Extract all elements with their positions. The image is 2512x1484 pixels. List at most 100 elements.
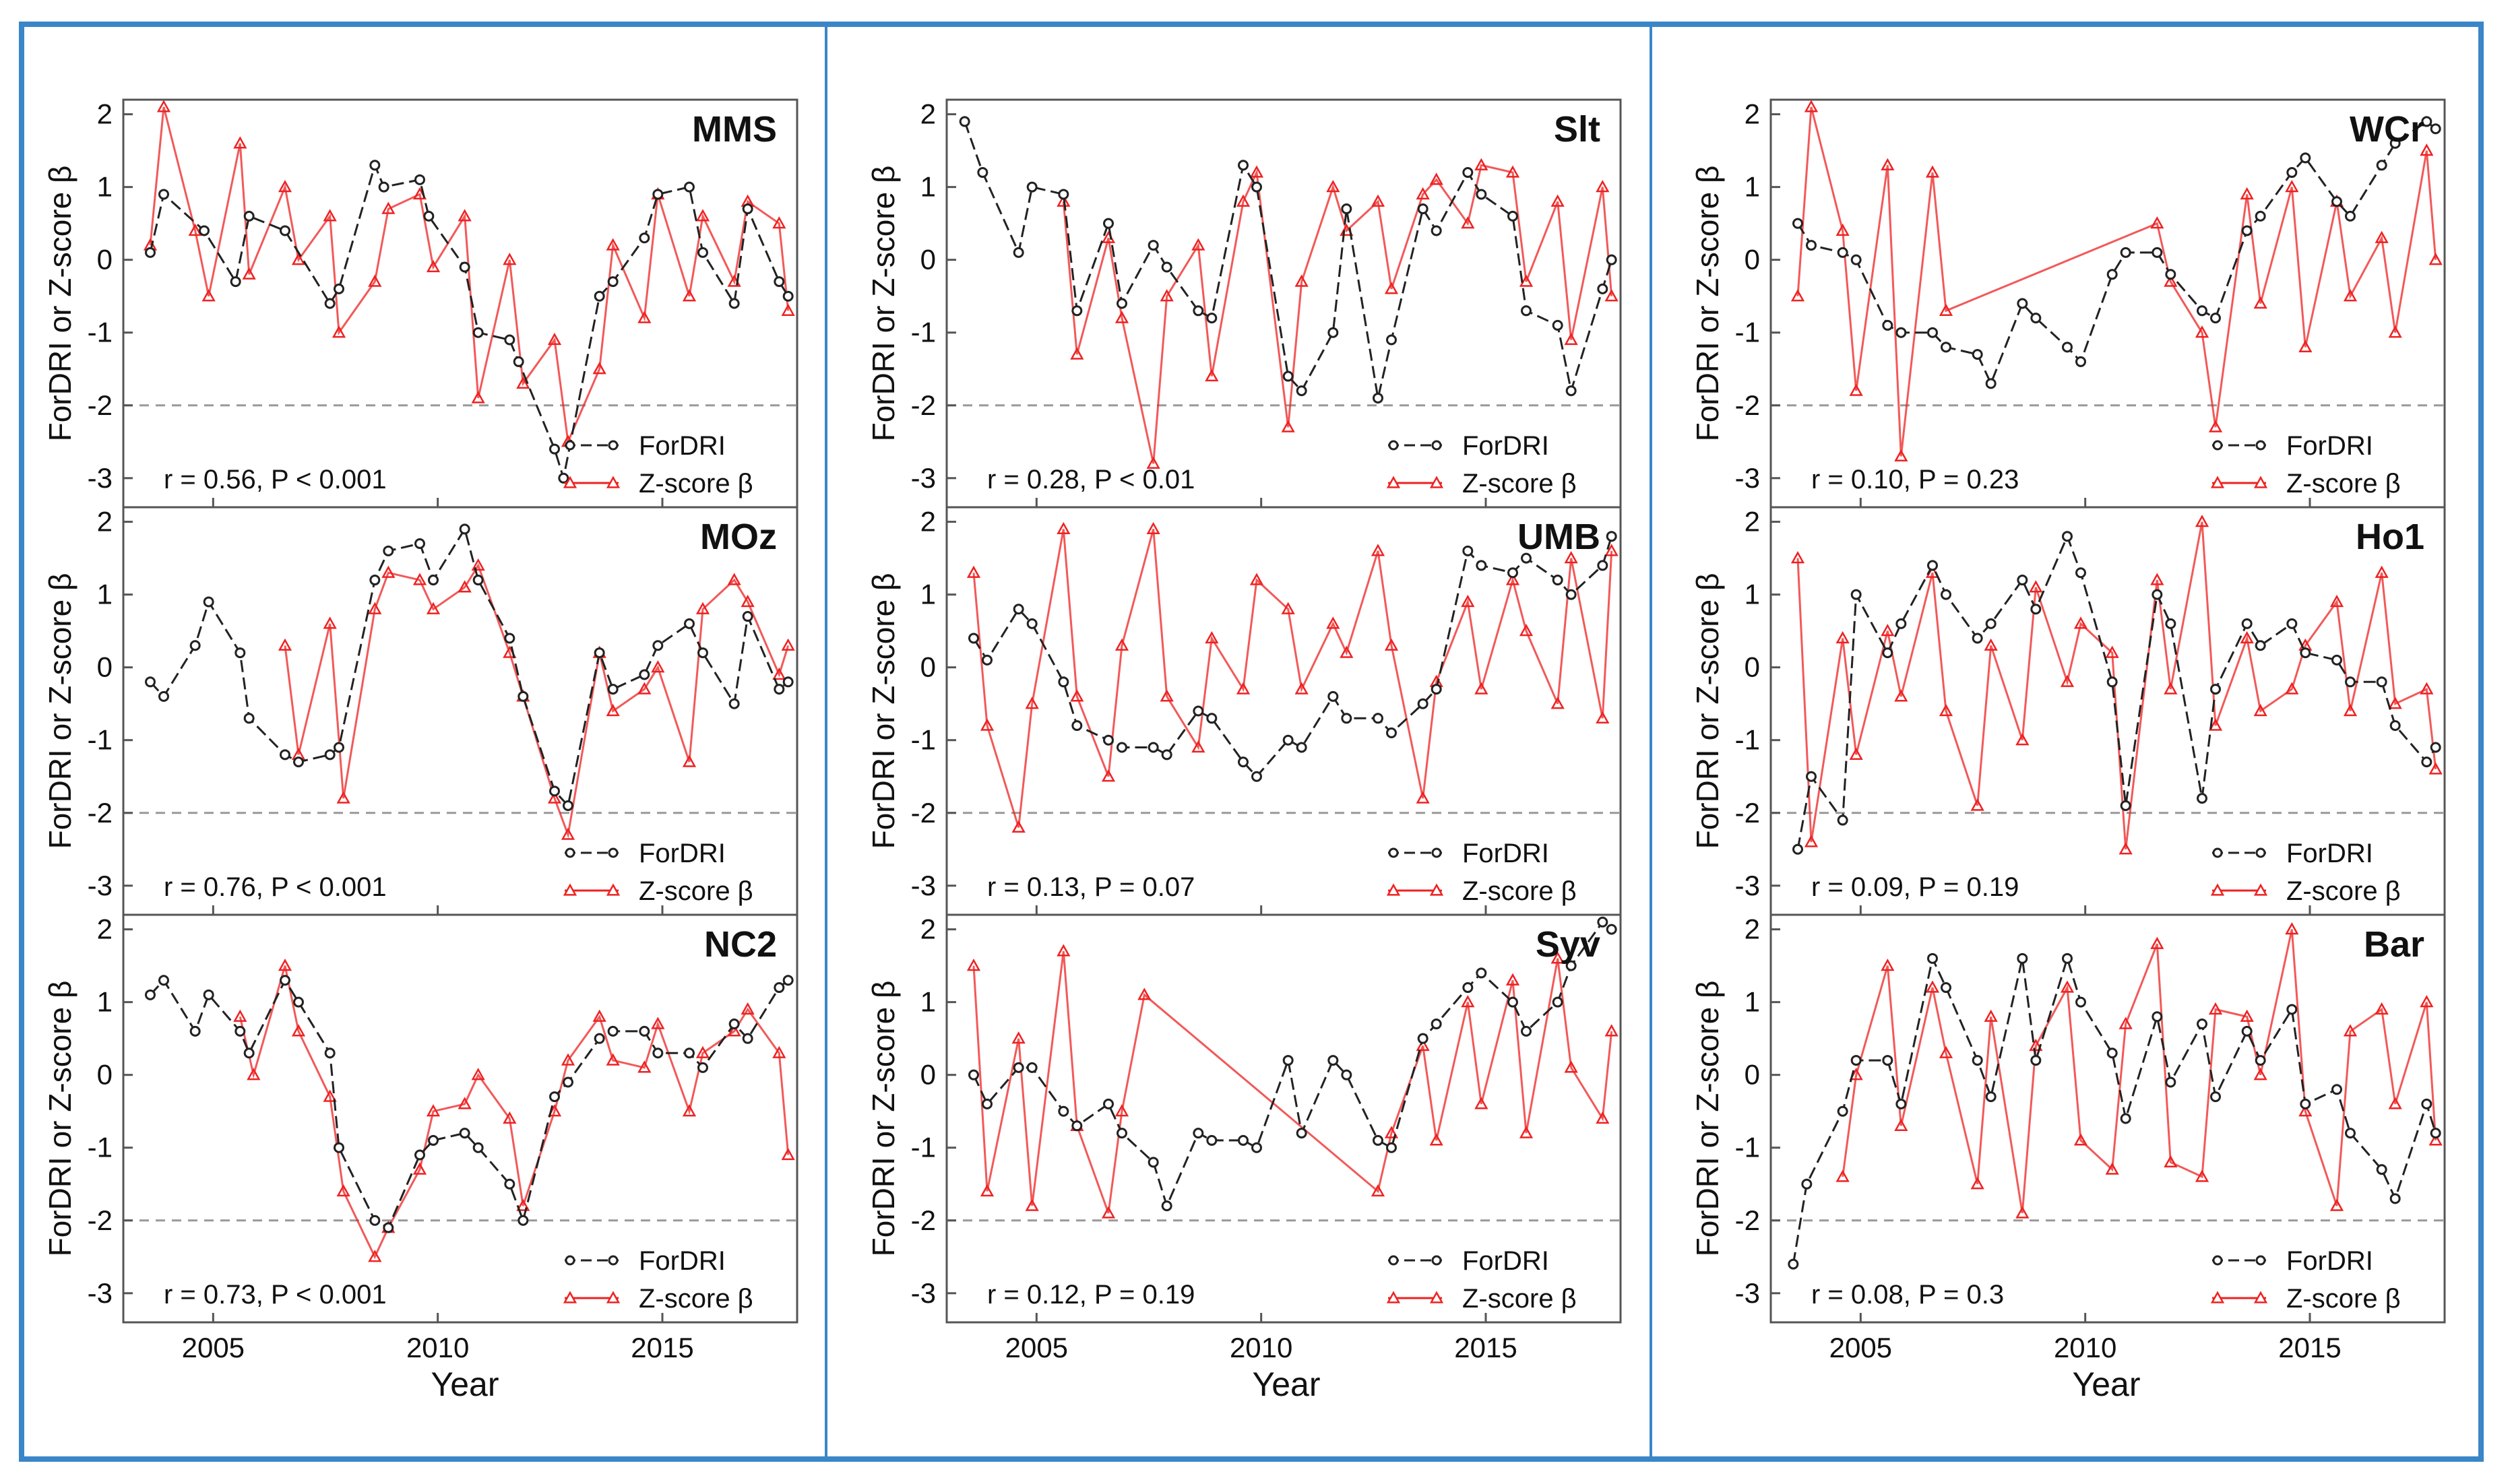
legend-zscore-marker	[606, 883, 621, 896]
zscore-point	[651, 660, 665, 673]
fordri-point	[1251, 771, 1262, 782]
x-tick-label: 2005	[1005, 1332, 1068, 1363]
zscore-point	[471, 1068, 485, 1080]
legend-fordri-marker	[608, 440, 619, 451]
y-tick-label: -3	[88, 870, 113, 901]
fordri-point	[1941, 589, 1951, 600]
fordri-point	[2376, 1164, 2387, 1175]
legend-fordri-marker	[2212, 847, 2223, 858]
zscore-point	[1939, 703, 1953, 717]
zscore-point	[412, 573, 427, 585]
zscore-point	[1984, 638, 1998, 651]
zscore-point	[1011, 820, 1026, 833]
zscore-point	[471, 558, 485, 571]
zscore-point	[1340, 645, 1354, 658]
series-line-fordri-mms	[149, 162, 789, 479]
legend-zscore-marker	[2253, 1291, 2268, 1303]
zscore-point	[2285, 682, 2299, 695]
zscore-point	[695, 602, 710, 614]
fordri-point	[324, 1047, 336, 1059]
fordri-point	[1927, 560, 1938, 571]
zscore-point	[1505, 573, 1520, 585]
fordri-point	[1476, 560, 1487, 571]
zscore-point	[2388, 325, 2402, 338]
legend-fordri-marker	[1431, 1255, 1442, 1266]
fordri-point	[968, 633, 979, 644]
fordri-point	[1238, 756, 1249, 768]
fordri-point	[1850, 254, 1862, 265]
fordri-point	[504, 1178, 515, 1190]
panel-moz: 2 1 0 -1 -2 -3 ForDRI or Z-score β MOz r = 0.76,…	[42, 506, 798, 916]
zscore-point	[2253, 703, 2267, 717]
zscore-point	[772, 667, 786, 680]
fordri-point	[1552, 996, 1563, 1008]
zscore-point	[606, 1053, 620, 1066]
zscore-point	[426, 259, 441, 273]
zscore-point	[695, 209, 710, 222]
zscore-point	[1519, 1126, 1534, 1138]
zscore-point	[2073, 1133, 2088, 1146]
outer-frame	[19, 22, 2484, 1462]
zscore-point	[2150, 216, 2164, 229]
fordri-point	[293, 996, 304, 1008]
fordri-point	[1161, 749, 1172, 761]
fordri-point	[1117, 298, 1127, 309]
fordri-point	[1565, 385, 1577, 397]
legend-zscore-marker	[1386, 1291, 1401, 1303]
zscore-point	[2015, 733, 2030, 746]
fordri-point	[2331, 654, 2342, 666]
fordri-point	[2300, 647, 2311, 659]
zscore-point	[2105, 1162, 2119, 1175]
zscore-point	[1205, 631, 1219, 644]
y-tick-label: 2	[97, 913, 113, 945]
y-tick-label: -1	[1735, 317, 1760, 348]
fordri-point	[2389, 720, 2401, 732]
fordri-point	[158, 975, 169, 986]
zscore-point	[291, 253, 306, 265]
fordri-point	[2241, 1025, 2253, 1037]
fordri-point	[782, 290, 794, 302]
zscore-point	[592, 1009, 606, 1022]
series-line-fordri-bar	[1792, 955, 2437, 1264]
fordri-point	[1058, 676, 1069, 688]
fordri-point	[1417, 203, 1428, 215]
fordri-point	[1117, 1128, 1127, 1139]
fordri-point	[1238, 160, 1249, 171]
y-tick-label: -2	[911, 1204, 936, 1236]
legend-fordri-marker	[2255, 1255, 2266, 1266]
fordri-point	[1206, 313, 1218, 324]
fordri-point	[334, 1142, 344, 1153]
series-line-zscore-syv	[972, 950, 1613, 1214]
y-tick-label: -2	[1735, 389, 1760, 421]
x-tick-label: 2015	[2278, 1332, 2341, 1363]
fordri-point	[1606, 924, 1617, 935]
zscore-point	[1205, 368, 1219, 382]
zscore-point	[1604, 289, 1619, 302]
y-tick-label: 1	[920, 579, 936, 610]
y-tick-label: 0	[920, 244, 936, 276]
fordri-point	[2331, 196, 2342, 207]
zscore-point	[2343, 289, 2358, 302]
legend-zscore-label: Z-score β	[1462, 876, 1577, 906]
fordri-point	[2210, 684, 2221, 695]
zscore-point	[188, 223, 202, 236]
fordri-point	[549, 443, 560, 455]
zscore-point	[2195, 325, 2209, 338]
x-axis-label-col3: Year	[2072, 1365, 2140, 1403]
fordri-point	[1837, 1105, 1848, 1117]
legend-zscore-label: Z-score β	[639, 876, 753, 906]
y-tick-label: 1	[1745, 579, 1760, 610]
zscore-point	[980, 718, 995, 731]
fordri-point	[1373, 1134, 1383, 1146]
fordri-point	[1026, 181, 1038, 193]
zscore-point	[2298, 340, 2313, 352]
legend-zscore-marker	[2210, 476, 2225, 488]
zscore-point	[2329, 594, 2344, 608]
fordri-point	[607, 1025, 619, 1037]
fordri-point	[1431, 225, 1442, 236]
zscore-point	[2253, 1068, 2267, 1080]
zscore-point	[1474, 682, 1488, 695]
zscore-point	[2118, 842, 2133, 855]
fordri-point	[459, 1128, 470, 1139]
zscore-point	[1894, 449, 1908, 462]
